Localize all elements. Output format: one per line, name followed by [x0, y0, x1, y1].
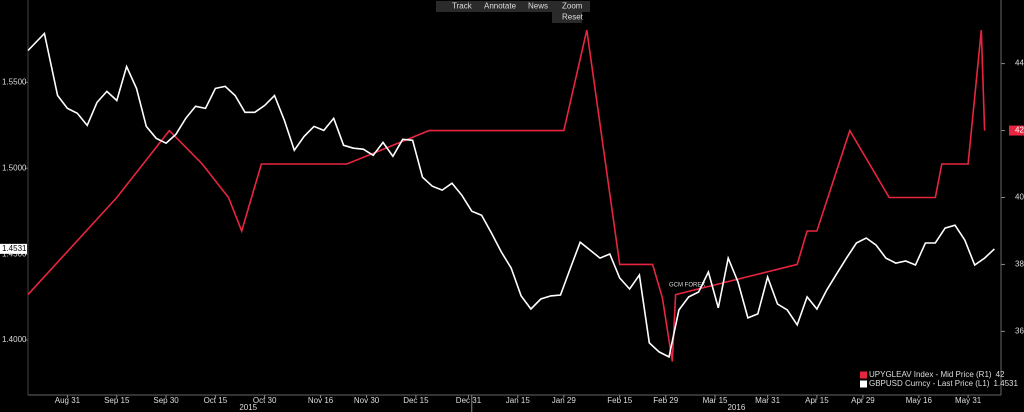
x-tick-label: Nov 30 — [354, 396, 380, 405]
last-value-tag-label: 42 — [1015, 126, 1024, 135]
series-line — [27, 31, 995, 359]
toolbar-button[interactable]: Annotate — [484, 2, 517, 11]
x-tick-label: Apr 29 — [851, 396, 875, 405]
x-tick-label: Feb 29 — [653, 396, 678, 405]
last-value-tag-label: 1.4531 — [2, 244, 27, 253]
x-tick-label: Sep 30 — [153, 396, 179, 405]
y-tick-label: 1.5000 — [2, 163, 27, 172]
legend-value: 42 — [996, 370, 1005, 379]
y2-tick-label: 38 — [1015, 260, 1024, 269]
x-tick-label: Sep 15 — [104, 396, 130, 405]
x-tick-label: Jan 29 — [552, 396, 577, 405]
x-tick-label: Feb 15 — [607, 396, 632, 405]
toolbar-button[interactable]: Zoom — [562, 2, 583, 11]
legend-swatch — [860, 371, 867, 379]
legend-label: GBPUSD Curncy - Last Price (L1) — [869, 379, 990, 388]
y-tick-label: 1.5500 — [2, 78, 27, 87]
year-label: 2015 — [239, 403, 257, 412]
series-line — [27, 29, 986, 362]
last-value-tag — [1009, 125, 1024, 136]
y-tick-label: 1.4000 — [2, 335, 27, 344]
toolbar-button[interactable]: News — [528, 2, 548, 11]
reset-label[interactable]: Reset — [562, 13, 584, 22]
legend-value: 1.4531 — [993, 379, 1018, 388]
y2-tick-label: 44 — [1015, 59, 1024, 68]
last-value-tag — [0, 243, 27, 254]
toolbar — [436, 1, 590, 12]
reset-button[interactable] — [552, 12, 582, 23]
y2-tick-label: 36 — [1015, 327, 1024, 336]
x-tick-label: Mar 15 — [703, 396, 728, 405]
x-tick-label: Jan 15 — [506, 396, 531, 405]
legend-swatch — [860, 380, 867, 388]
x-tick-label: May 16 — [906, 396, 933, 405]
x-tick-label: Oct 30 — [253, 396, 277, 405]
x-tick-label: Aug 31 — [55, 396, 81, 405]
toolbar-button[interactable]: Track — [452, 2, 473, 11]
annotation: GCM FOREX — [669, 283, 705, 289]
legend-label: UPYGLEAV Index - Mid Price (R1) — [869, 370, 992, 379]
x-tick-label: Dec 31 — [456, 396, 482, 405]
x-tick-label: Oct 15 — [204, 396, 228, 405]
x-tick-label: Mar 31 — [755, 396, 780, 405]
x-tick-label: Dec 15 — [403, 396, 429, 405]
x-tick-label: Apr 15 — [805, 396, 829, 405]
x-tick-label: May 31 — [955, 396, 982, 405]
year-label: 2016 — [727, 403, 745, 412]
x-tick-label: Nov 16 — [308, 396, 334, 405]
y2-tick-label: 40 — [1015, 193, 1024, 202]
